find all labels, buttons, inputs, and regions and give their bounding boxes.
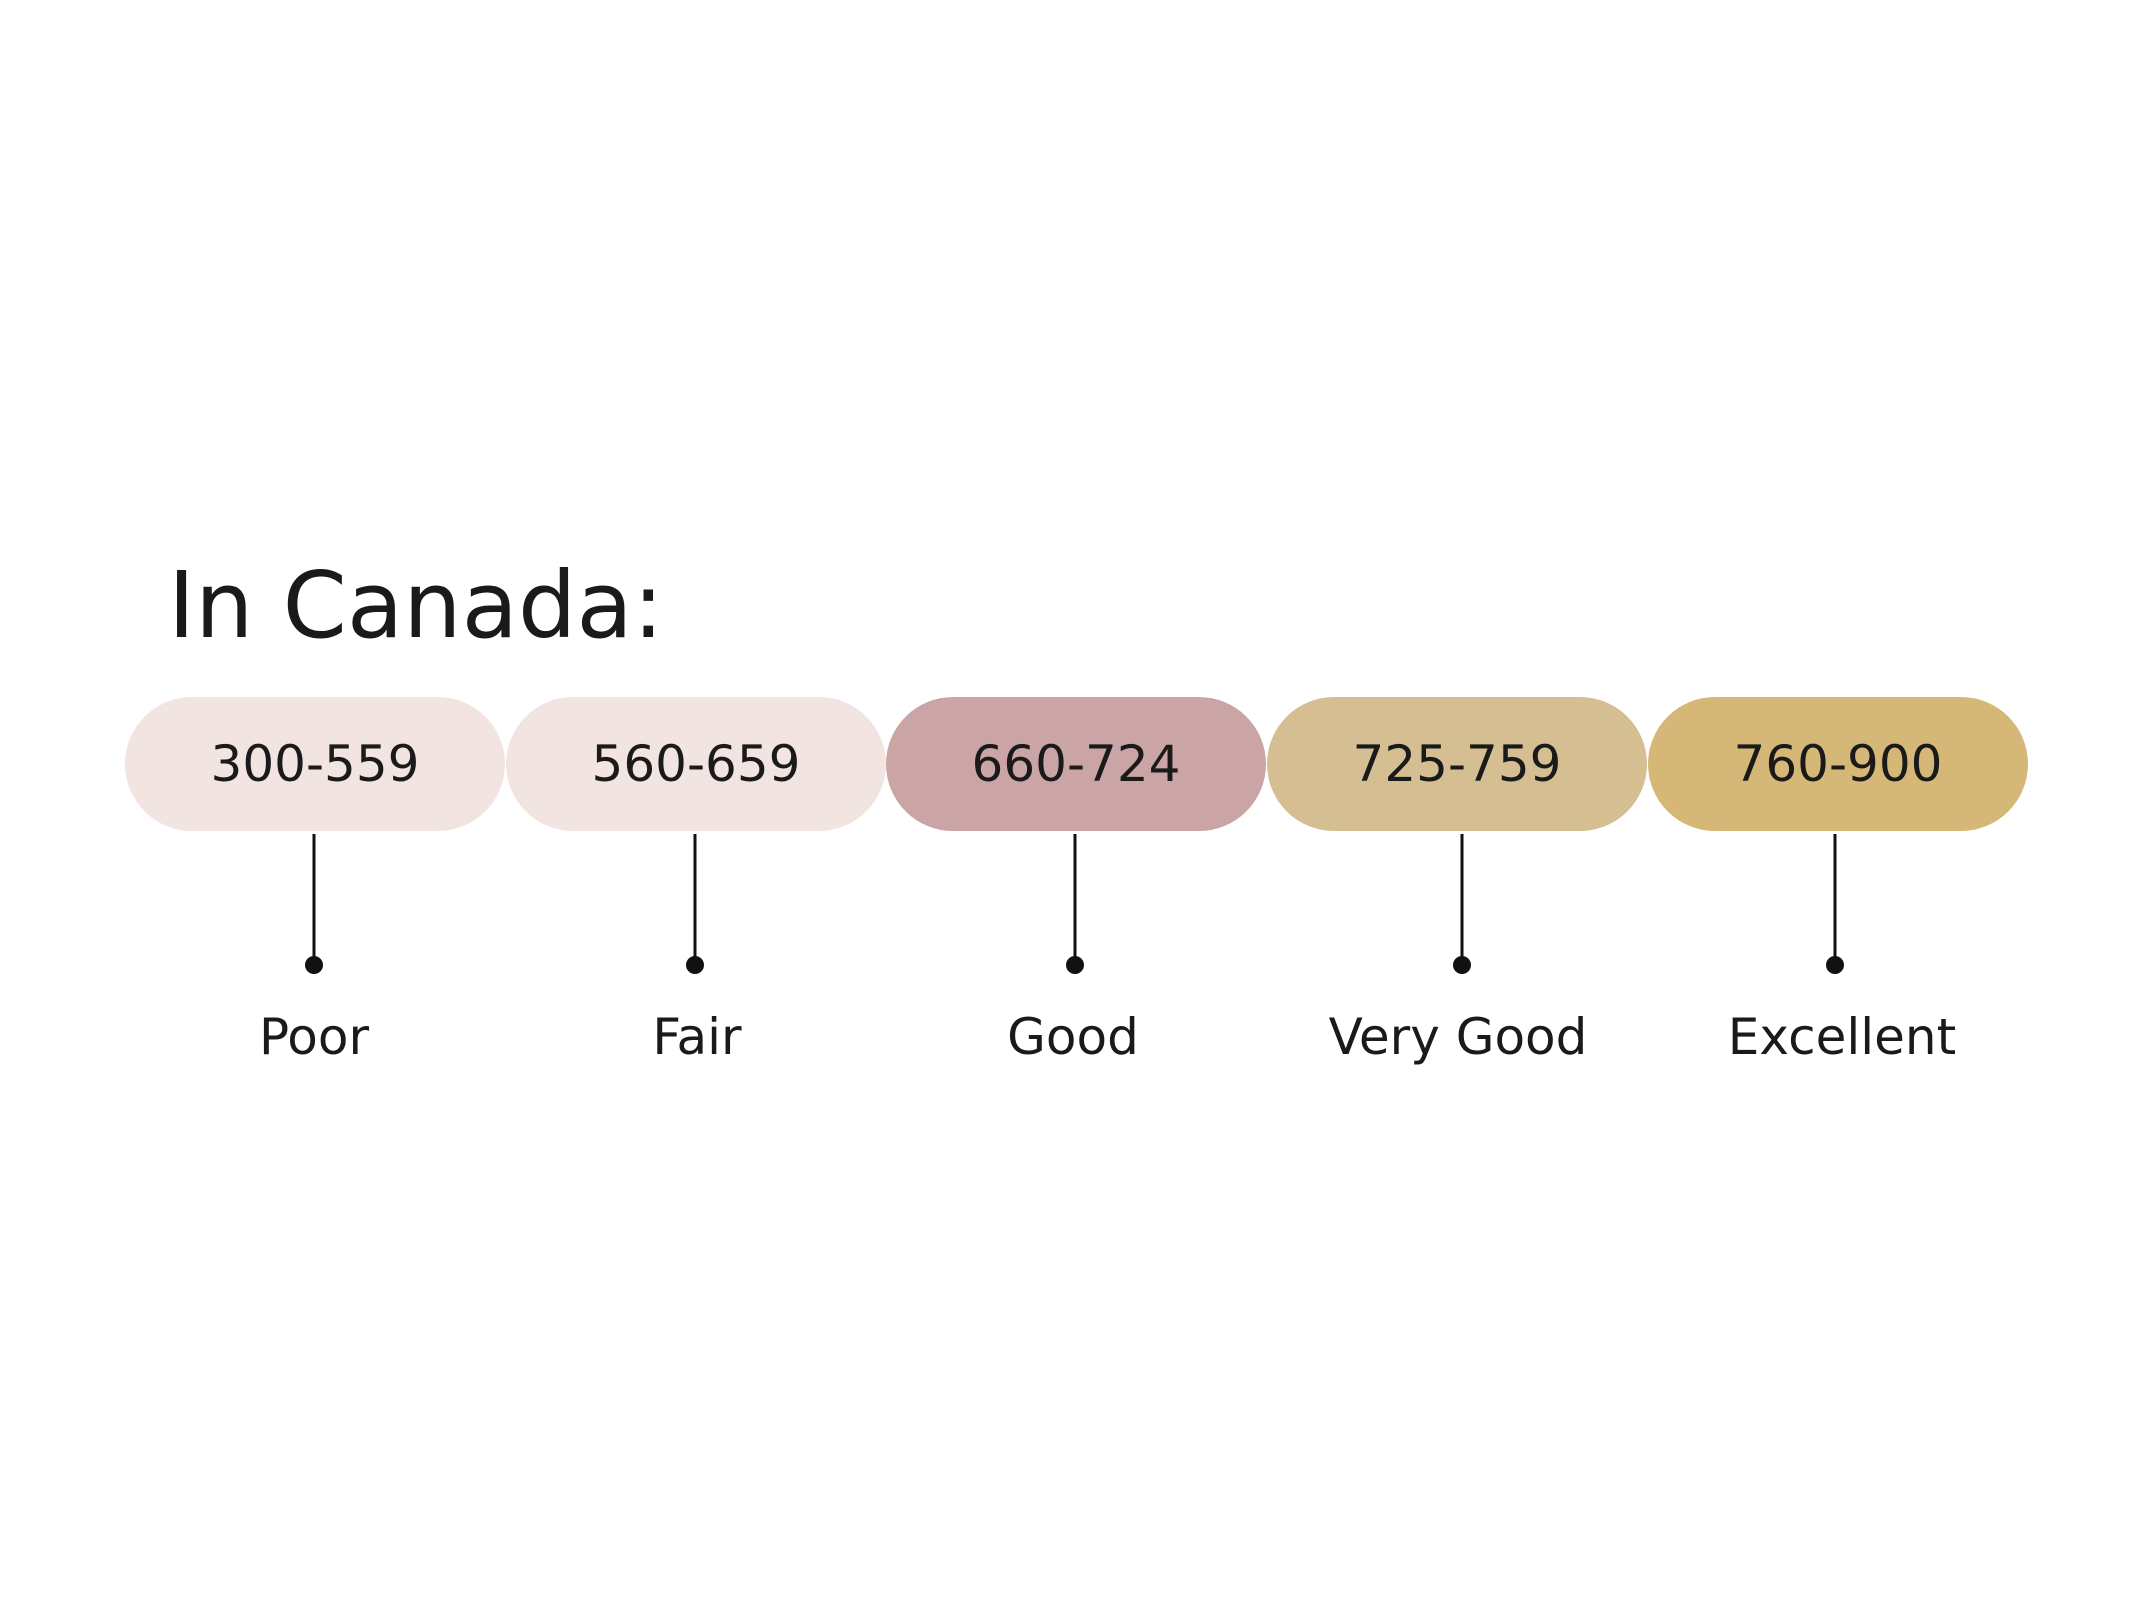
connector-dot-fair xyxy=(686,956,704,974)
rating-label-very-good: Very Good xyxy=(1328,1008,1588,1066)
connector-line-fair xyxy=(693,834,697,966)
connector-line-good xyxy=(1073,834,1077,966)
connector-dot-poor xyxy=(305,956,323,974)
connector-line-very-good xyxy=(1460,834,1464,966)
connector-dot-very-good xyxy=(1453,956,1471,974)
rating-label-fair: Fair xyxy=(652,1008,742,1066)
rating-label-excellent: Excellent xyxy=(1727,1008,1957,1066)
score-range-pill-very-good: 725-759 xyxy=(1267,697,1647,831)
score-range-pill-poor: 300-559 xyxy=(125,697,505,831)
connector-line-excellent xyxy=(1833,834,1837,966)
rating-label-good: Good xyxy=(1007,1008,1139,1066)
connector-dot-good xyxy=(1066,956,1084,974)
score-range-pill-excellent: 760-900 xyxy=(1648,697,2028,831)
connector-dot-excellent xyxy=(1826,956,1844,974)
rating-label-poor: Poor xyxy=(258,1008,370,1066)
connector-line-poor xyxy=(312,834,316,966)
score-range-pill-fair: 560-659 xyxy=(506,697,886,831)
page-title: In Canada: xyxy=(168,552,664,659)
score-range-pill-good: 660-724 xyxy=(886,697,1266,831)
